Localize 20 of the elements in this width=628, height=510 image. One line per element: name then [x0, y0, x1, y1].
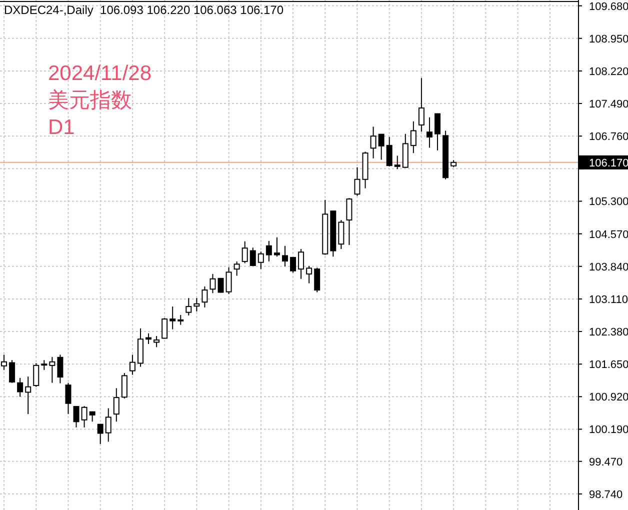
y-tick-label: 101.650 — [589, 359, 628, 372]
annotation: 2024/11/28 — [48, 62, 152, 85]
y-tick-label: 98.740 — [589, 488, 623, 501]
annotation: 美元指数 — [48, 89, 132, 112]
y-tick-label: 108.220 — [589, 66, 628, 78]
y-tick-label: 108.950 — [589, 33, 628, 46]
y-tick-label: 106.760 — [589, 131, 628, 144]
chart-title: DXDEC24-,Daily 106.093 106.220 106.063 106.170 — [4, 3, 284, 17]
y-tick-label: 100.190 — [589, 424, 628, 436]
y-tick-label: 99.470 — [589, 456, 623, 468]
y-tick-label: 103.110 — [589, 294, 628, 306]
y-tick-label: 100.920 — [589, 392, 628, 404]
y-tick-label: 109.680 — [589, 0, 628, 13]
ref-line-label: 106.170 — [589, 157, 628, 170]
y-tick-label: 102.380 — [589, 326, 628, 339]
y-tick-label: 104.570 — [589, 228, 628, 241]
y-tick-label: 105.300 — [589, 196, 628, 208]
y-tick-label: 103.840 — [589, 261, 628, 274]
y-tick-label: 107.490 — [589, 98, 628, 111]
annotation: D1 — [48, 116, 75, 139]
